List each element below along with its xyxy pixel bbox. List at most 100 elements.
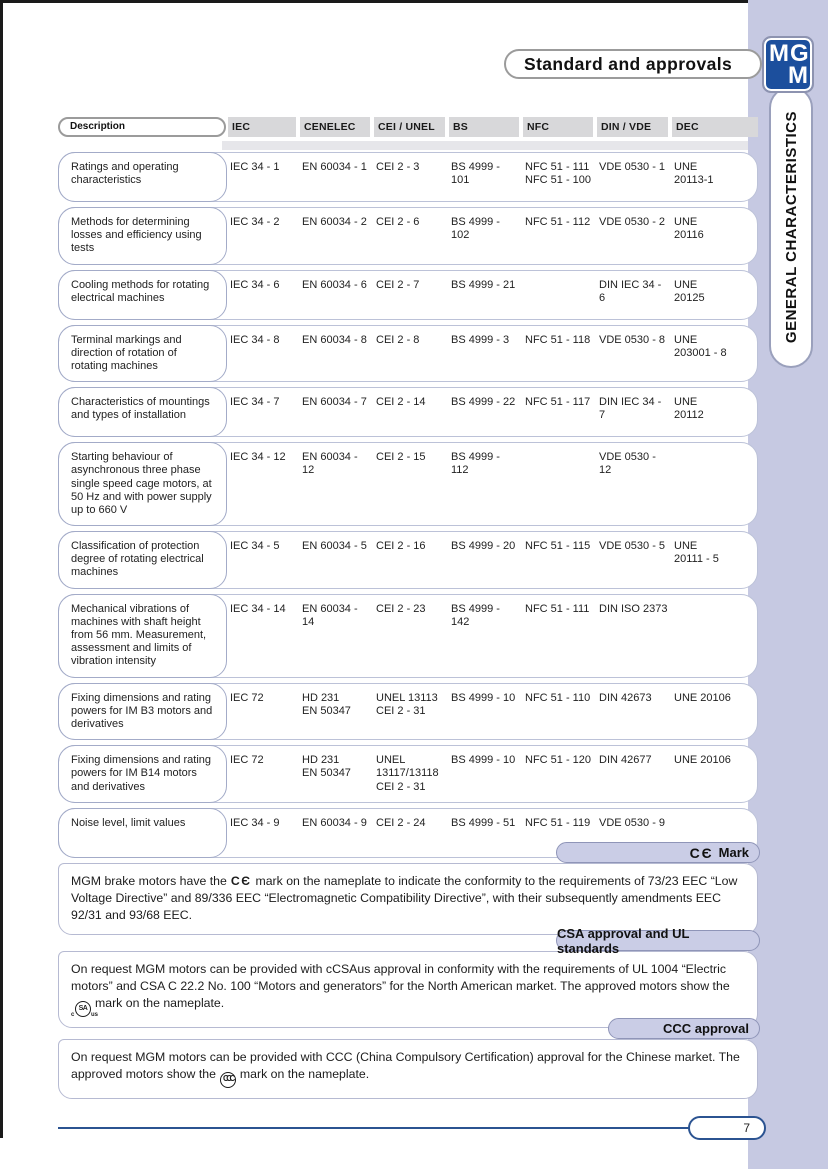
logo-letter: G [790, 40, 809, 67]
table-row: Terminal markings and direction of rotat… [58, 324, 758, 383]
section-body-ce-mark: MGM brake motors have the CЄ mark on the n… [58, 863, 758, 935]
cell-cei-unel: CEI 2 - 3 [376, 161, 420, 173]
cell-din-vde: DIN 42673 [599, 691, 652, 704]
col-header-description: Description [58, 117, 226, 137]
cell-bs: BS 4999 - 20 [451, 540, 516, 553]
table-row: Noise level, limit values IEC 34 - 9 EN … [58, 807, 758, 858]
cell-din-vde: VDE 0530 - 5 [599, 540, 666, 553]
section-text: mark on the nameplate to indicate the co… [71, 874, 738, 922]
logo-letter: M [769, 40, 789, 67]
row-description: Mechanical vibrations of machines with s… [58, 593, 227, 678]
chapter-tab: GENERAL CHARACTERISTICS [769, 86, 813, 368]
cell-dec: UNE 20111 - 5 [674, 540, 719, 566]
cell-iec: IEC 72 [230, 754, 264, 767]
cell-din-vde: DIN IEC 34 - 7 [599, 396, 662, 422]
chapter-tab-label: GENERAL CHARACTERISTICS [782, 110, 800, 344]
section-title: CCC approval [663, 1021, 749, 1036]
table-row: Ratings and operating characteristics IE… [58, 152, 758, 202]
cell-din-vde: DIN ISO 2373 [599, 602, 668, 615]
cell-cenelec: HD 231 EN 50347 [302, 754, 351, 780]
table-row: Starting behaviour of asynchronous three… [58, 442, 759, 527]
section-text: MGM brake motors have the [71, 874, 227, 888]
cell-din-vde: VDE 0530 - 9 [599, 816, 666, 829]
cell-cei-unel: CEI 2 - 16 [376, 540, 426, 553]
cell-cenelec: EN 60034 - 14 [302, 602, 358, 628]
section-text: mark on the nameplate. [239, 1066, 370, 1081]
cell-cei-unel: CEI 2 - 7 [376, 278, 420, 291]
cell-bs: BS 4999 - 51 [451, 816, 516, 829]
page-number: 7 [743, 1121, 750, 1135]
cell-cei-unel: UNEL 13117/13118 CEI 2 - 31 [376, 754, 439, 793]
cell-cenelec: HD 231 EN 50347 [302, 691, 351, 717]
cell-cenelec: EN 60034 - 2 [302, 216, 367, 228]
cell-bs: BS 4999 - 10 [451, 691, 516, 704]
cell-nfc: NFC 51 - 119 [525, 816, 591, 829]
table-header-row: Description IEC CENELEC CEI / UNEL BS NF… [58, 117, 758, 137]
page-border-top [0, 0, 828, 3]
col-header-iec: IEC [228, 117, 296, 137]
row-description: Fixing dimensions and rating powers for … [58, 745, 227, 803]
page-title: Standard and approvals [524, 53, 733, 74]
cell-din-vde: DIN IEC 34 - 6 [599, 278, 662, 304]
footer-rule [58, 1127, 708, 1129]
cell-bs: BS 4999 - 3 [451, 333, 510, 346]
section-body-ccc: On request MGM motors can be provided wi… [58, 1039, 758, 1099]
cell-din-vde: VDE 0530 - 8 [599, 333, 666, 346]
page-title-pill: Standard and approvals [504, 49, 762, 79]
cell-cenelec: EN 60034 - 7 [302, 396, 367, 409]
cell-cenelec: EN 60034 - 5 [302, 540, 367, 553]
cell-bs: BS 4999 - 102 [451, 216, 500, 242]
cell-dec [671, 595, 759, 677]
col-header-din-vde: DIN / VDE [597, 117, 668, 137]
cell-din-vde: DIN 42677 [599, 754, 652, 767]
cell-bs: BS 4999 - 10 [451, 754, 516, 767]
cell-bs: BS 4999 - 142 [451, 602, 500, 628]
cell-dec: UNE 20113-1 [674, 161, 714, 187]
cell-iec: IEC 34 - 1 [230, 161, 280, 173]
cell-iec: IEC 34 - 7 [230, 396, 280, 409]
row-description: Methods for determining losses and effic… [58, 207, 227, 265]
ce-mark-icon: CЄ [230, 874, 252, 888]
table-row: Mechanical vibrations of machines with s… [58, 593, 759, 678]
cell-iec: IEC 34 - 2 [230, 216, 280, 228]
cell-din-vde: VDE 0530 - 12 [599, 451, 656, 477]
cell-din-vde: VDE 0530 - 2 [599, 216, 666, 228]
section-text: On request MGM motors can be provided wi… [71, 962, 730, 993]
cell-dec: UNE 20106 [674, 754, 731, 767]
row-description: Cooling methods for rotating electrical … [58, 269, 227, 320]
section-header-csa: CSA approval and UL standards [556, 926, 760, 956]
row-description: Classification of protection degree of r… [58, 531, 227, 589]
cell-iec: IEC 34 - 8 [230, 333, 280, 346]
cell-cei-unel: UNEL 13113 CEI 2 - 31 [376, 691, 438, 717]
cell-iec: IEC 34 - 12 [230, 451, 286, 464]
cell-dec [671, 443, 759, 525]
col-header-cenelec: CENELEC [300, 117, 370, 137]
cell-bs: BS 4999 - 21 [451, 278, 516, 291]
cell-cenelec: EN 60034 - 1 [302, 161, 367, 173]
section-title: Mark [718, 845, 749, 860]
cell-cei-unel: CEI 2 - 8 [376, 333, 420, 346]
col-header-bs: BS [449, 117, 519, 137]
logo-letter: M [788, 62, 808, 89]
page-number-pill: 7 [688, 1116, 766, 1140]
section-title: CSA approval and UL standards [557, 925, 690, 956]
cell-dec: UNE 20106 [674, 691, 731, 704]
cell-cei-unel: CEI 2 - 14 [376, 396, 426, 409]
section-header-ce-mark: CЄ Mark [556, 842, 760, 863]
col-header-nfc: NFC [523, 117, 593, 137]
csa-mark-icon: SA c us [71, 1000, 98, 1018]
cell-nfc: NFC 51 - 111 NFC 51 - 100 [525, 161, 592, 187]
cell-nfc: NFC 51 - 110 [525, 691, 591, 704]
table-row: Classification of protection degree of r… [58, 531, 758, 589]
cell-nfc: NFC 51 - 115 [525, 540, 591, 553]
cell-nfc [522, 271, 596, 319]
cell-iec: IEC 34 - 6 [230, 278, 280, 291]
cell-dec: UNE 203001 - 8 [674, 333, 727, 359]
row-description: Ratings and operating characteristics [58, 152, 227, 202]
table-row: Cooling methods for rotating electrical … [58, 269, 758, 320]
row-description: Fixing dimensions and rating powers for … [58, 682, 227, 741]
ce-mark-icon: CЄ [689, 844, 714, 861]
row-description: Starting behaviour of asynchronous three… [58, 442, 227, 527]
cell-cenelec: EN 60034 - 8 [302, 333, 367, 346]
